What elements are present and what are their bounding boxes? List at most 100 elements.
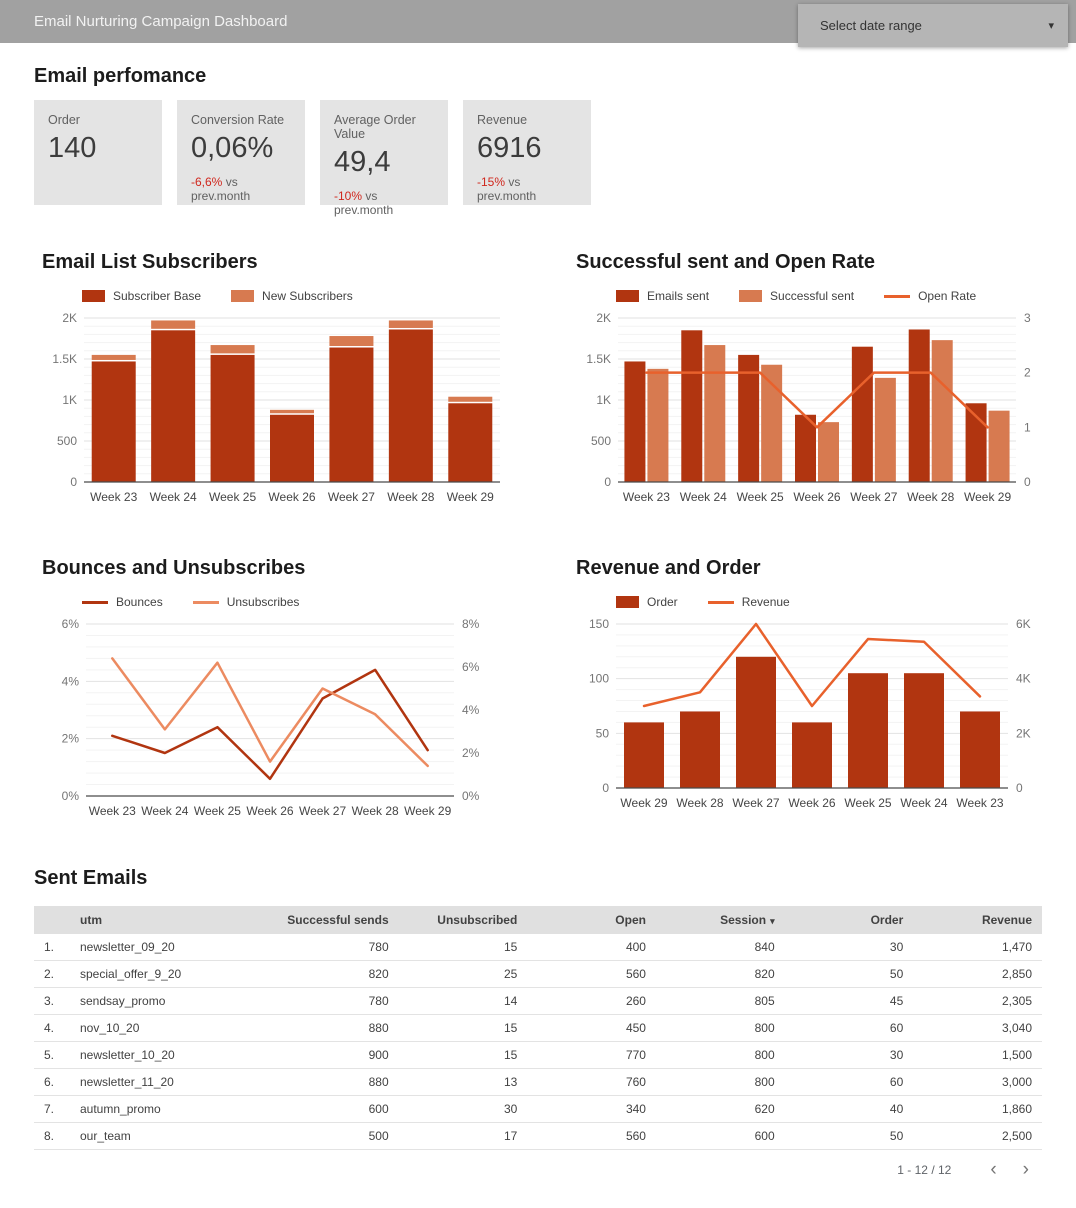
bar[interactable]: [818, 422, 839, 482]
bar[interactable]: [908, 329, 930, 482]
legend-label: New Subscribers: [262, 289, 353, 303]
bar[interactable]: [792, 722, 832, 788]
cell-value: 340: [527, 1095, 656, 1123]
bar-segment[interactable]: [210, 354, 255, 482]
bar[interactable]: [704, 345, 726, 482]
series-line[interactable]: [111, 668, 429, 781]
scorecard-label: Average Order Value: [334, 113, 416, 141]
bar-segment[interactable]: [91, 361, 136, 482]
table-column-header-unsubscribed[interactable]: Unsubscribed: [398, 906, 528, 934]
bar-segment[interactable]: [270, 409, 314, 414]
bar[interactable]: [848, 673, 888, 788]
x-axis-tick-label: Week 25: [209, 490, 256, 504]
bar-segment[interactable]: [329, 336, 374, 347]
table-column-header-revenue[interactable]: Revenue: [913, 906, 1042, 934]
y-axis-tick-label: 1.5K: [52, 352, 77, 366]
successful-sent-open-rate-chart[interactable]: 0 500 1K 1.5K 2K 0 1 2 3 Week 23 Week 24 Week 25 Wee…: [576, 310, 1042, 513]
cell-value: 30: [398, 1095, 528, 1123]
bar-segment[interactable]: [151, 330, 196, 482]
scorecard-value: 6916: [477, 132, 542, 164]
successful-sent-open-rate-svg[interactable]: 0 500 1K 1.5K 2K 0 1 2 3 Week 23 Week 24 Week 25 Wee…: [576, 310, 1046, 508]
bar-segment[interactable]: [448, 403, 493, 482]
series-line[interactable]: [111, 657, 429, 768]
row-index: 8.: [34, 1122, 70, 1150]
series-line[interactable]: [642, 622, 982, 708]
chart-legend: Order Revenue: [616, 594, 1042, 610]
table-header: utm Successful sends Unsubscribed Open Sessi…: [34, 906, 1042, 934]
chart-title-bounces-unsubscribes: Bounces and Unsubscribes: [42, 557, 306, 579]
bar-segment[interactable]: [210, 345, 255, 354]
bar-segment[interactable]: [388, 320, 433, 328]
bar-segment[interactable]: [91, 354, 136, 360]
bar[interactable]: [904, 673, 944, 788]
cell-value: 40: [784, 1095, 914, 1123]
email-list-subscribers-chart[interactable]: 0 500 1K 1.5K 2K Week 23 Week 24 Week 25 Week 26…: [42, 310, 542, 513]
right-axis-tick-label: 8%: [462, 617, 480, 631]
table-column-header-open[interactable]: Open: [527, 906, 656, 934]
chevron-right-icon[interactable]: ›: [1022, 1159, 1029, 1180]
legend-label: Emails sent: [647, 289, 710, 303]
bar[interactable]: [624, 361, 646, 482]
x-axis-tick-label: Week 23: [623, 490, 670, 504]
revenue-and-order-chart[interactable]: 0 50 100 150 0 2K 4K 6K Week 29 Week 28 Week 27 Wee…: [576, 616, 1042, 819]
table-pagination: 1 - 12 / 12 ‹ ›: [34, 1159, 1042, 1180]
scorecard: Revenue 6916 -15% vs prev.month: [463, 100, 591, 205]
bar[interactable]: [681, 330, 703, 482]
x-axis-tick-label: Week 27: [732, 796, 779, 810]
table-column-header-utm[interactable]: utm: [70, 906, 270, 934]
table-section-title: Sent Emails: [34, 867, 148, 889]
legend-swatch-box-icon: [82, 290, 105, 302]
bar[interactable]: [988, 410, 1010, 482]
bar[interactable]: [874, 377, 896, 482]
y-axis-tick-label: 1K: [596, 393, 611, 407]
cell-value: 805: [655, 987, 785, 1015]
row-index: 3.: [34, 987, 70, 1015]
bounces-unsubscribes-svg[interactable]: 0% 2% 4% 6% 0% 2% 4% 6% 8% Week 23 Week 24 Week 25 W…: [42, 616, 494, 822]
bar[interactable]: [960, 711, 1000, 788]
bar[interactable]: [795, 414, 816, 482]
bar-segment[interactable]: [329, 347, 374, 482]
bar[interactable]: [931, 340, 953, 482]
email-list-subscribers-svg[interactable]: 0 500 1K 1.5K 2K Week 23 Week 24 Week 25 Week 26…: [42, 310, 512, 508]
scorecard-row: Order 140 Conversion Rate 0,06% -6,6% vs pre…: [34, 100, 1042, 217]
x-axis-tick-label: Week 29: [404, 804, 451, 818]
y-axis-tick-label: 0%: [62, 789, 80, 803]
cell-value: 780: [270, 987, 399, 1015]
cell-utm: our_team: [70, 1122, 270, 1150]
bar[interactable]: [647, 368, 669, 482]
bar[interactable]: [736, 656, 776, 788]
table-row: 2. special_offer_9_20 820 25 560 820 50 2,850: [34, 960, 1042, 988]
cell-value: 560: [527, 1122, 656, 1150]
y-axis-tick-label: 500: [57, 434, 77, 448]
bar-segment[interactable]: [270, 414, 314, 482]
bar[interactable]: [624, 722, 664, 788]
bar-segment[interactable]: [151, 320, 196, 329]
cell-value: 3,040: [913, 1014, 1042, 1042]
x-axis-tick-label: Week 25: [737, 490, 784, 504]
table-column-header-order[interactable]: Order: [784, 906, 914, 934]
x-axis-tick-label: Week 24: [150, 490, 197, 504]
x-axis-tick-label: Week 24: [900, 796, 947, 810]
x-axis-tick-label: Week 23: [956, 796, 1003, 810]
bar[interactable]: [680, 711, 720, 788]
bar-segment[interactable]: [448, 396, 493, 402]
series-line[interactable]: [645, 371, 989, 429]
bar[interactable]: [851, 346, 873, 482]
bar-segment[interactable]: [388, 329, 433, 482]
table-column-header-successful-sends[interactable]: Successful sends: [270, 906, 399, 934]
date-range-selector[interactable]: Select date range ▾: [798, 4, 1068, 47]
bar[interactable]: [738, 354, 760, 482]
legend-item: Open Rate: [884, 289, 976, 303]
y-axis-tick-label: 500: [591, 434, 611, 448]
pagination-range: 1 - 12 / 12: [897, 1163, 952, 1177]
legend-swatch-line-icon: [884, 294, 911, 298]
revenue-and-order-svg[interactable]: 0 50 100 150 0 2K 4K 6K Week 29 Week 28 Week 27 Wee…: [576, 616, 1042, 814]
right-axis-tick-label: 4%: [462, 703, 480, 717]
chevron-left-icon[interactable]: ‹: [990, 1159, 997, 1180]
y-axis-tick-label: 6%: [62, 617, 80, 631]
legend-label: Successful sent: [770, 289, 855, 303]
table-column-header-session[interactable]: Session ▾: [655, 906, 785, 934]
bar[interactable]: [761, 364, 783, 482]
bounces-unsubscribes-chart[interactable]: 0% 2% 4% 6% 0% 2% 4% 6% 8% Week 23 Week 24 Week 25 W…: [42, 616, 542, 827]
y-axis-tick-label: 100: [589, 672, 609, 686]
